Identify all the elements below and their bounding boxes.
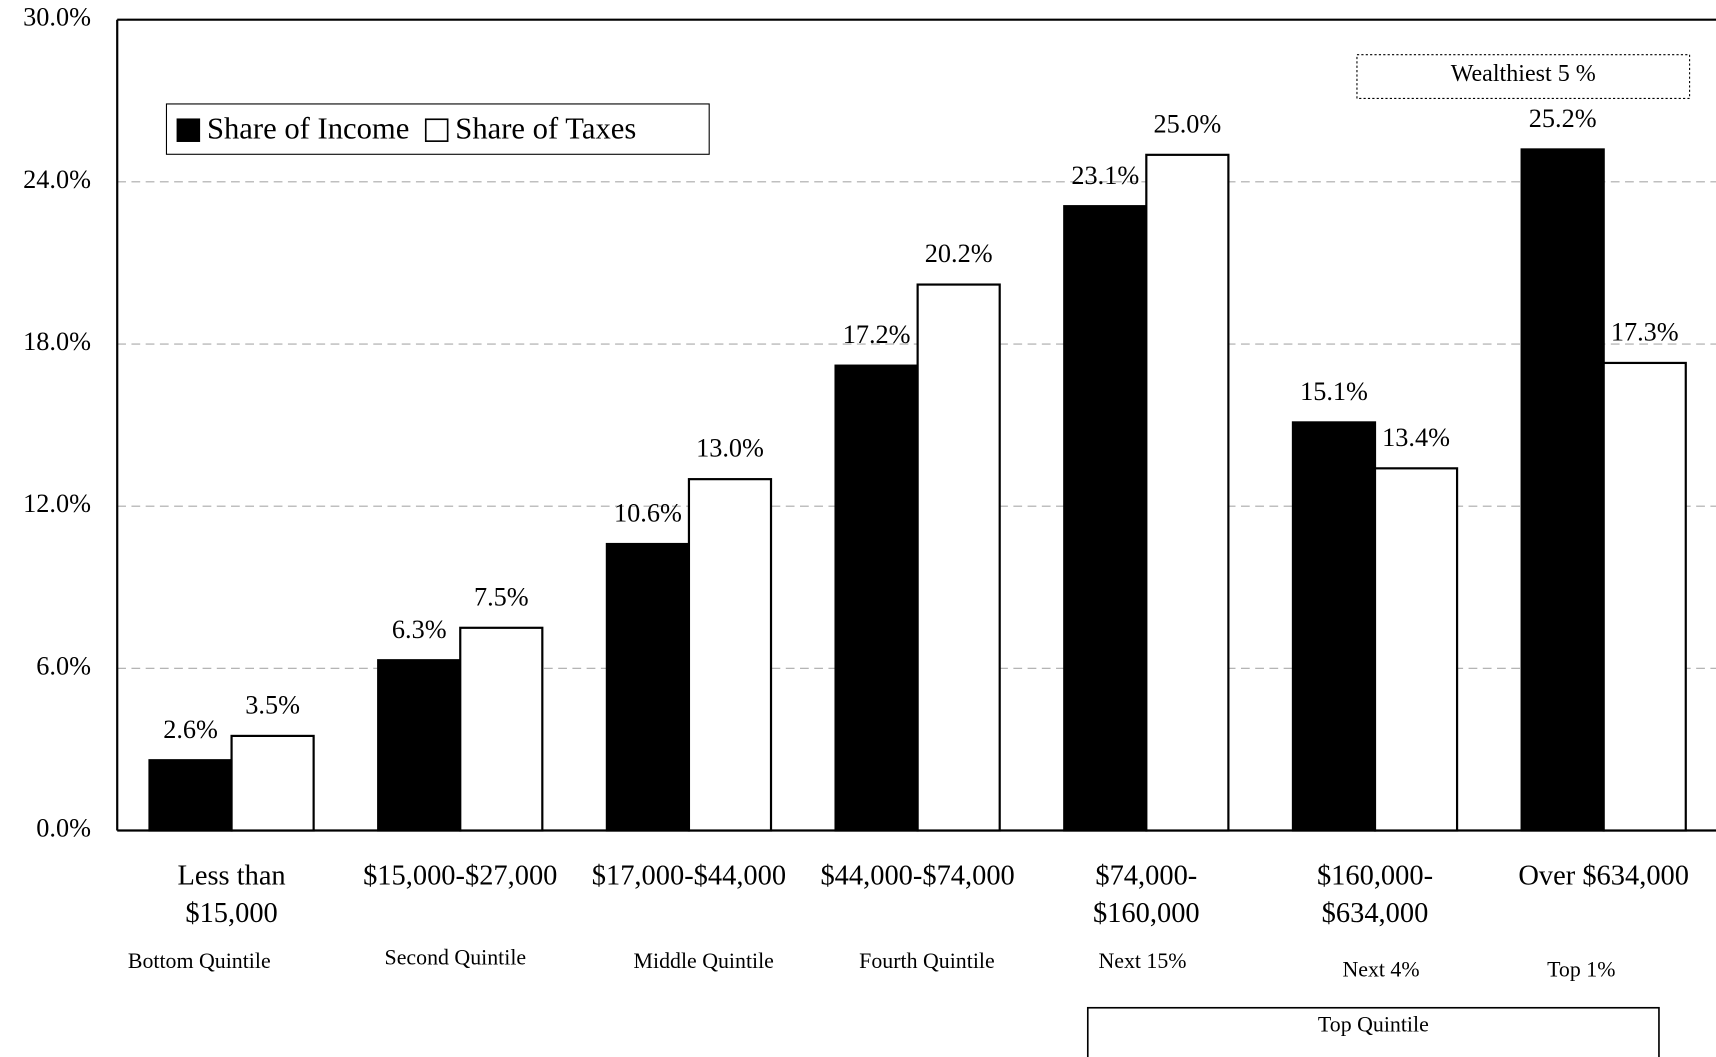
value-label: 13.4% (1382, 423, 1450, 452)
group-label: Next 4% (1342, 958, 1419, 982)
group-label: Second Quintile (385, 946, 527, 970)
x-tick-label: $44,000-$74,000 (820, 860, 1014, 891)
y-tick-label: 12.0% (23, 489, 91, 518)
bar (1291, 421, 1377, 832)
bar (148, 759, 233, 832)
bar (834, 364, 919, 832)
bar (605, 542, 691, 832)
value-label: 2.6% (163, 715, 218, 744)
bar (377, 659, 462, 832)
value-label: 6.3% (392, 615, 447, 644)
bar (459, 626, 544, 832)
bar (230, 734, 315, 832)
y-tick-label: 18.0% (23, 327, 91, 356)
annotation: Wealthiest 5 % (1451, 61, 1596, 87)
group-label: Top 1% (1547, 958, 1615, 982)
value-label: 17.3% (1611, 318, 1679, 347)
x-tick-label: Over $634,000 (1518, 860, 1689, 891)
legend-label: Share of Taxes (455, 111, 636, 145)
x-tick-label: $15,000-$27,000 (363, 860, 557, 891)
value-label: 23.1% (1071, 161, 1139, 190)
y-tick-label: 30.0% (23, 3, 91, 32)
value-label: 17.2% (843, 320, 911, 349)
x-tick-label: $160,000-$634,000 (1317, 860, 1433, 928)
bar (1063, 205, 1148, 832)
bar (916, 283, 1001, 832)
y-tick-label: 24.0% (23, 165, 91, 194)
annotation-box (1086, 1006, 1660, 1057)
annotation-box (1356, 54, 1691, 100)
bar (1602, 361, 1687, 832)
group-label: Middle Quintile (634, 949, 774, 973)
bar (1145, 153, 1230, 832)
legend-swatch (424, 118, 449, 142)
value-label: 3.5% (245, 690, 300, 719)
bar (687, 478, 773, 832)
value-label: 7.5% (474, 582, 529, 611)
value-label: 10.6% (614, 499, 682, 528)
group-label: Next 15% (1098, 949, 1186, 973)
value-label: 25.2% (1529, 104, 1597, 133)
value-label: 25.0% (1153, 109, 1221, 138)
bar (1373, 467, 1459, 832)
value-label: 20.2% (925, 239, 993, 268)
y-tick-label: 0.0% (36, 814, 91, 843)
bar (1520, 148, 1605, 832)
legend-label: Share of Income (207, 111, 409, 145)
value-label: 15.1% (1300, 377, 1368, 406)
group-label: Bottom Quintile (128, 949, 271, 973)
x-tick-label: $74,000-$160,000 (1093, 860, 1200, 928)
group-label: Fourth Quintile (859, 949, 995, 973)
annotation: Top Quintile (1318, 1012, 1429, 1036)
x-tick-label: $17,000-$44,000 (592, 860, 786, 891)
y-tick-label: 6.0% (36, 651, 91, 680)
legend-swatch (176, 118, 201, 142)
value-label: 13.0% (696, 434, 764, 463)
x-tick-label: Less than $15,000 (177, 860, 285, 928)
